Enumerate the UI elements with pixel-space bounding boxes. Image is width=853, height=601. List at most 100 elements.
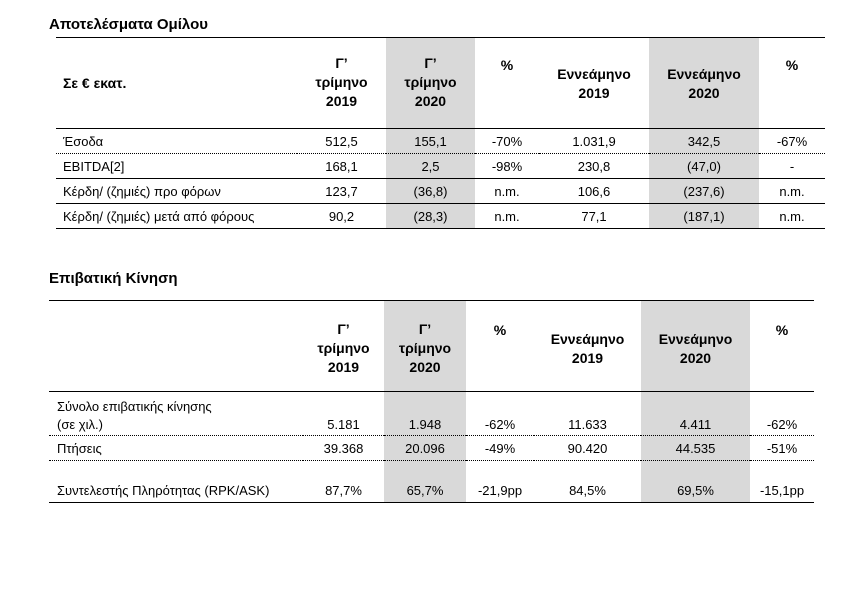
spacer-cell	[534, 391, 641, 414]
col-header-line: Εννεάμηνο	[667, 66, 741, 82]
table-row: EBITDA[2] 168,1 2,5 -98% 230,8 (47,0) -	[56, 153, 825, 179]
col-header-line: τρίμηνο	[404, 74, 457, 90]
cell-value: 123,7	[297, 178, 386, 204]
row-label: Κέρδη/ (ζημιές) προ φόρων	[56, 178, 297, 204]
col-header-line: Εννεάμηνο	[658, 331, 733, 347]
col-header-9m-2020: Εννεάμηνο 2020	[641, 300, 750, 392]
row-label: Συντελεστής Πληρότητας (RPK/ASK)	[49, 460, 303, 503]
cell-value: -67%	[759, 128, 825, 154]
cell-value: (187,1)	[649, 203, 759, 229]
col-header-line: 2020	[679, 350, 712, 366]
col-header-line: %	[775, 322, 789, 338]
col-header-q3-2019: Γ’ τρίμηνο 2019	[297, 38, 386, 129]
cell-value: n.m.	[759, 178, 825, 204]
col-header-9m-2019: Εννεάμηνο 2019	[534, 301, 641, 392]
col-header-line: Γ’	[337, 321, 350, 337]
cell-value: 65,7%	[384, 460, 466, 503]
passenger-traffic-title: Επιβατική Κίνηση	[49, 270, 178, 287]
passenger-traffic-header-row: Γ’ τρίμηνο 2019 Γ’ τρίμηνο 2020 % Εννεάμ…	[49, 300, 814, 392]
cell-value: (237,6)	[649, 178, 759, 204]
col-header-line: 2020	[409, 359, 441, 375]
cell-value: 5.181	[303, 413, 384, 436]
cell-value: 84,5%	[534, 460, 641, 503]
col-header-pct-q3: %	[466, 301, 534, 392]
col-header-pct-9m: %	[750, 301, 814, 392]
passenger-traffic-table: Γ’ τρίμηνο 2019 Γ’ τρίμηνο 2020 % Εννεάμ…	[49, 300, 814, 503]
cell-value: -70%	[475, 128, 539, 154]
col-header-q3-2019: Γ’ τρίμηνο 2019	[303, 301, 384, 392]
col-header-line: τρίμηνο	[315, 74, 368, 90]
cell-value: 20.096	[384, 435, 466, 461]
cell-value: n.m.	[475, 203, 539, 229]
col-header-9m-2020: Εννεάμηνο 2020	[649, 37, 759, 129]
row-label: Σύνολο επιβατικής κίνησης	[49, 391, 303, 414]
cell-value: (47,0)	[649, 153, 759, 179]
cell-value: 155,1	[386, 128, 475, 154]
unit-label: Σε € εκατ.	[56, 38, 297, 129]
col-header-line: 2019	[327, 359, 360, 375]
col-header-9m-2019: Εννεάμηνο 2019	[539, 38, 649, 129]
col-header-line: τρίμηνο	[398, 340, 452, 356]
group-results-table: Σε € εκατ. Γ’ τρίμηνο 2019 Γ’ τρίμηνο 20…	[56, 37, 825, 229]
cell-value: n.m.	[475, 178, 539, 204]
cell-value: 106,6	[539, 178, 649, 204]
cell-value: 69,5%	[641, 460, 750, 503]
col-header-line: %	[785, 57, 799, 73]
table-row: (σε χιλ.) 5.181 1.948 -62% 11.633 4.411 …	[49, 413, 814, 436]
col-header-line: Εννεάμηνο	[550, 331, 625, 347]
cell-value: 4.411	[641, 413, 750, 436]
cell-value: -15,1pp	[750, 460, 814, 503]
row-label: Κέρδη/ (ζημιές) μετά από φόρους	[56, 203, 297, 229]
col-header-pct-q3: %	[475, 38, 539, 129]
cell-value: 39.368	[303, 435, 384, 461]
cell-value: 1.948	[384, 413, 466, 436]
cell-value: 512,5	[297, 128, 386, 154]
cell-value: -62%	[466, 413, 534, 436]
table-row: Έσοδα 512,5 155,1 -70% 1.031,9 342,5 -67…	[56, 128, 825, 154]
group-results-header-row: Σε € εκατ. Γ’ τρίμηνο 2019 Γ’ τρίμηνο 20…	[56, 37, 825, 129]
col-header-line: Γ’	[335, 55, 348, 71]
col-header-line: 2019	[578, 85, 610, 101]
table-row: Συντελεστής Πληρότητας (RPK/ASK) 87,7% 6…	[49, 460, 814, 503]
table-row: Κέρδη/ (ζημιές) μετά από φόρους 90,2 (28…	[56, 203, 825, 229]
row-label: (σε χιλ.)	[49, 413, 303, 436]
row-label: Πτήσεις	[49, 435, 303, 461]
cell-value: (36,8)	[386, 178, 475, 204]
col-header-line: 2020	[688, 85, 720, 101]
col-header-line: Γ’	[418, 321, 432, 337]
spacer-cell	[466, 391, 534, 414]
cell-value: -	[759, 153, 825, 179]
row-label: EBITDA[2]	[56, 153, 297, 179]
cell-value: 77,1	[539, 203, 649, 229]
col-header-pct-9m: %	[759, 38, 825, 129]
cell-value: (28,3)	[386, 203, 475, 229]
cell-value: -62%	[750, 413, 814, 436]
cell-value: -51%	[750, 435, 814, 461]
group-results-title: Αποτελέσματα Ομίλου	[49, 16, 208, 33]
cell-value: 87,7%	[303, 460, 384, 503]
spacer-cell	[641, 391, 750, 414]
cell-value: 44.535	[641, 435, 750, 461]
table-row: Πτήσεις 39.368 20.096 -49% 90.420 44.535…	[49, 435, 814, 461]
table-row: Σύνολο επιβατικής κίνησης	[49, 391, 814, 414]
cell-value: 230,8	[539, 153, 649, 179]
col-header-line: 2020	[414, 93, 447, 109]
cell-value: 11.633	[534, 413, 641, 436]
row-label: Έσοδα	[56, 128, 297, 154]
col-header-q3-2020: Γ’ τρίμηνο 2020	[384, 300, 466, 392]
cell-value: n.m.	[759, 203, 825, 229]
cell-value: -21,9pp	[466, 460, 534, 503]
spacer-cell	[384, 391, 466, 414]
col-header-line: Γ’	[424, 55, 437, 71]
col-header-line: 2019	[325, 93, 358, 109]
cell-value: 2,5	[386, 153, 475, 179]
col-header-line: %	[500, 57, 514, 73]
cell-value: 90,2	[297, 203, 386, 229]
col-header-q3-2020: Γ’ τρίμηνο 2020	[386, 37, 475, 129]
unit-label-text: Σε € εκατ.	[63, 75, 127, 91]
table-row: Κέρδη/ (ζημιές) προ φόρων 123,7 (36,8) n…	[56, 178, 825, 204]
cell-value: 168,1	[297, 153, 386, 179]
cell-value: 1.031,9	[539, 128, 649, 154]
cell-value: -98%	[475, 153, 539, 179]
header-blank-cell	[49, 301, 303, 392]
